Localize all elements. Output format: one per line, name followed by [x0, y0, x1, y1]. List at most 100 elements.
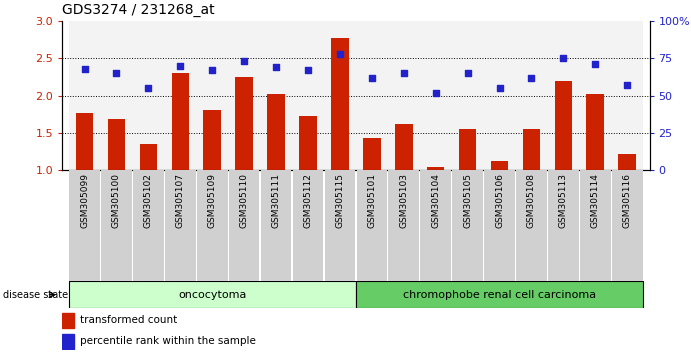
- Bar: [108, 119, 125, 170]
- FancyBboxPatch shape: [484, 170, 515, 285]
- FancyBboxPatch shape: [165, 170, 196, 285]
- FancyBboxPatch shape: [420, 170, 451, 285]
- Bar: [356, 281, 643, 308]
- FancyBboxPatch shape: [261, 170, 292, 285]
- FancyBboxPatch shape: [229, 170, 259, 285]
- FancyBboxPatch shape: [580, 170, 611, 285]
- FancyBboxPatch shape: [548, 170, 578, 285]
- Point: [366, 75, 377, 81]
- Text: GDS3274 / 231268_at: GDS3274 / 231268_at: [62, 4, 215, 17]
- Bar: [260, 21, 292, 170]
- Text: GSM305103: GSM305103: [399, 173, 408, 228]
- Text: GSM305105: GSM305105: [463, 173, 472, 228]
- Point: [143, 85, 154, 91]
- FancyBboxPatch shape: [357, 170, 387, 285]
- Point: [462, 70, 473, 76]
- Point: [238, 58, 249, 64]
- Text: percentile rank within the sample: percentile rank within the sample: [79, 336, 256, 346]
- FancyBboxPatch shape: [293, 170, 323, 285]
- Point: [334, 51, 346, 57]
- Bar: [515, 21, 547, 170]
- Bar: [331, 38, 349, 170]
- Bar: [292, 21, 324, 170]
- Point: [589, 62, 600, 67]
- FancyBboxPatch shape: [516, 170, 547, 285]
- Bar: [555, 81, 572, 170]
- Text: GSM305109: GSM305109: [208, 173, 217, 228]
- FancyBboxPatch shape: [69, 170, 100, 285]
- Point: [526, 75, 537, 81]
- Bar: [68, 281, 356, 308]
- Bar: [388, 21, 419, 170]
- FancyBboxPatch shape: [325, 170, 355, 285]
- Bar: [579, 21, 612, 170]
- Bar: [324, 21, 356, 170]
- Point: [207, 68, 218, 73]
- Text: transformed count: transformed count: [79, 315, 177, 325]
- FancyBboxPatch shape: [388, 170, 419, 285]
- Point: [271, 64, 282, 70]
- Bar: [612, 21, 643, 170]
- Bar: [618, 154, 636, 170]
- Point: [494, 85, 505, 91]
- Text: disease state: disease state: [3, 290, 68, 300]
- Text: GSM305107: GSM305107: [176, 173, 184, 228]
- Bar: [547, 21, 579, 170]
- Bar: [196, 21, 228, 170]
- Bar: [459, 129, 476, 170]
- Point: [430, 90, 441, 96]
- Text: GSM305101: GSM305101: [368, 173, 377, 228]
- Point: [111, 70, 122, 76]
- Text: GSM305099: GSM305099: [80, 173, 89, 228]
- Bar: [133, 21, 164, 170]
- Point: [175, 63, 186, 69]
- Bar: [299, 116, 316, 170]
- Point: [79, 66, 90, 72]
- Bar: [171, 73, 189, 170]
- Point: [622, 82, 633, 88]
- Text: GSM305112: GSM305112: [303, 173, 312, 228]
- FancyBboxPatch shape: [101, 170, 132, 285]
- Bar: [363, 138, 381, 170]
- Bar: [140, 144, 157, 170]
- FancyBboxPatch shape: [197, 170, 227, 285]
- Bar: [484, 21, 515, 170]
- Bar: [76, 113, 93, 170]
- Text: GSM305106: GSM305106: [495, 173, 504, 228]
- Text: GSM305111: GSM305111: [272, 173, 281, 228]
- Text: GSM305116: GSM305116: [623, 173, 632, 228]
- Bar: [68, 21, 100, 170]
- Bar: [62, 334, 74, 348]
- Bar: [203, 110, 221, 170]
- FancyBboxPatch shape: [453, 170, 483, 285]
- Bar: [267, 94, 285, 170]
- Text: GSM305104: GSM305104: [431, 173, 440, 228]
- Bar: [491, 161, 509, 170]
- Bar: [419, 21, 452, 170]
- Bar: [452, 21, 484, 170]
- Text: GSM305100: GSM305100: [112, 173, 121, 228]
- Point: [398, 70, 409, 76]
- Point: [303, 68, 314, 73]
- Text: GSM305110: GSM305110: [240, 173, 249, 228]
- Text: GSM305108: GSM305108: [527, 173, 536, 228]
- Point: [558, 56, 569, 61]
- Text: GSM305113: GSM305113: [559, 173, 568, 228]
- Text: chromophobe renal cell carcinoma: chromophobe renal cell carcinoma: [403, 290, 596, 300]
- Text: GSM305114: GSM305114: [591, 173, 600, 228]
- Bar: [100, 21, 133, 170]
- Bar: [356, 21, 388, 170]
- Bar: [427, 167, 444, 170]
- Bar: [236, 77, 253, 170]
- FancyBboxPatch shape: [133, 170, 164, 285]
- FancyBboxPatch shape: [612, 170, 643, 285]
- Bar: [522, 129, 540, 170]
- Text: GSM305115: GSM305115: [335, 173, 344, 228]
- Bar: [164, 21, 196, 170]
- Text: oncocytoma: oncocytoma: [178, 290, 247, 300]
- Text: GSM305102: GSM305102: [144, 173, 153, 228]
- Bar: [395, 124, 413, 170]
- Bar: [62, 313, 74, 328]
- Bar: [587, 94, 604, 170]
- Bar: [228, 21, 260, 170]
